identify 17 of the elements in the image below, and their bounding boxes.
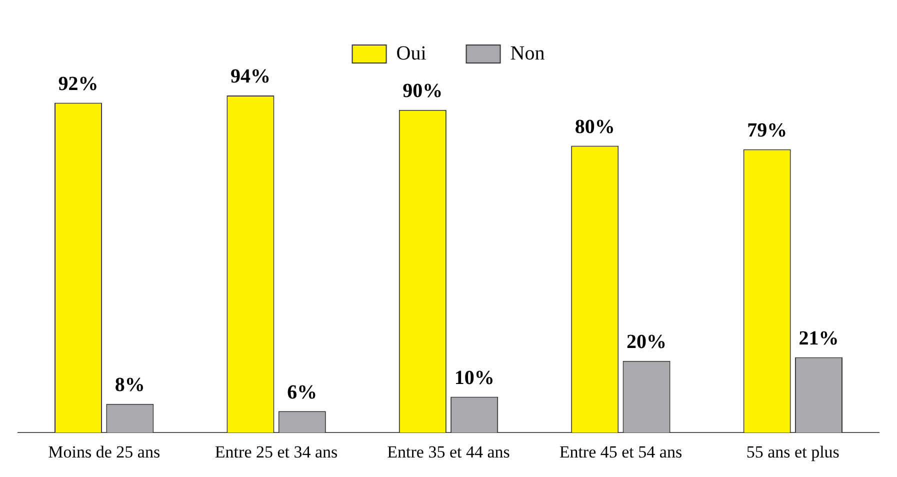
data-label: 94% xyxy=(230,66,270,88)
data-label: 21% xyxy=(798,327,839,350)
legend-label: Non xyxy=(510,42,545,64)
data-label: 10% xyxy=(454,366,494,389)
x-tick-label: Entre 25 et 34 ans xyxy=(214,442,338,462)
legend-label: Oui xyxy=(396,42,427,64)
data-label: 92% xyxy=(58,72,98,95)
data-label: 6% xyxy=(287,381,318,404)
data-label: 8% xyxy=(114,374,145,396)
x-tick-label: 55 ans et plus xyxy=(746,442,840,462)
data-label: 79% xyxy=(747,119,788,142)
data-label: 20% xyxy=(626,331,667,354)
x-tick-label: Moins de 25 ans xyxy=(48,442,160,462)
data-label: 90% xyxy=(402,80,443,102)
x-tick-label: Entre 45 et 54 ans xyxy=(559,442,682,462)
x-tick-label: Entre 35 et 44 ans xyxy=(387,442,510,462)
data-label: 80% xyxy=(574,116,615,138)
